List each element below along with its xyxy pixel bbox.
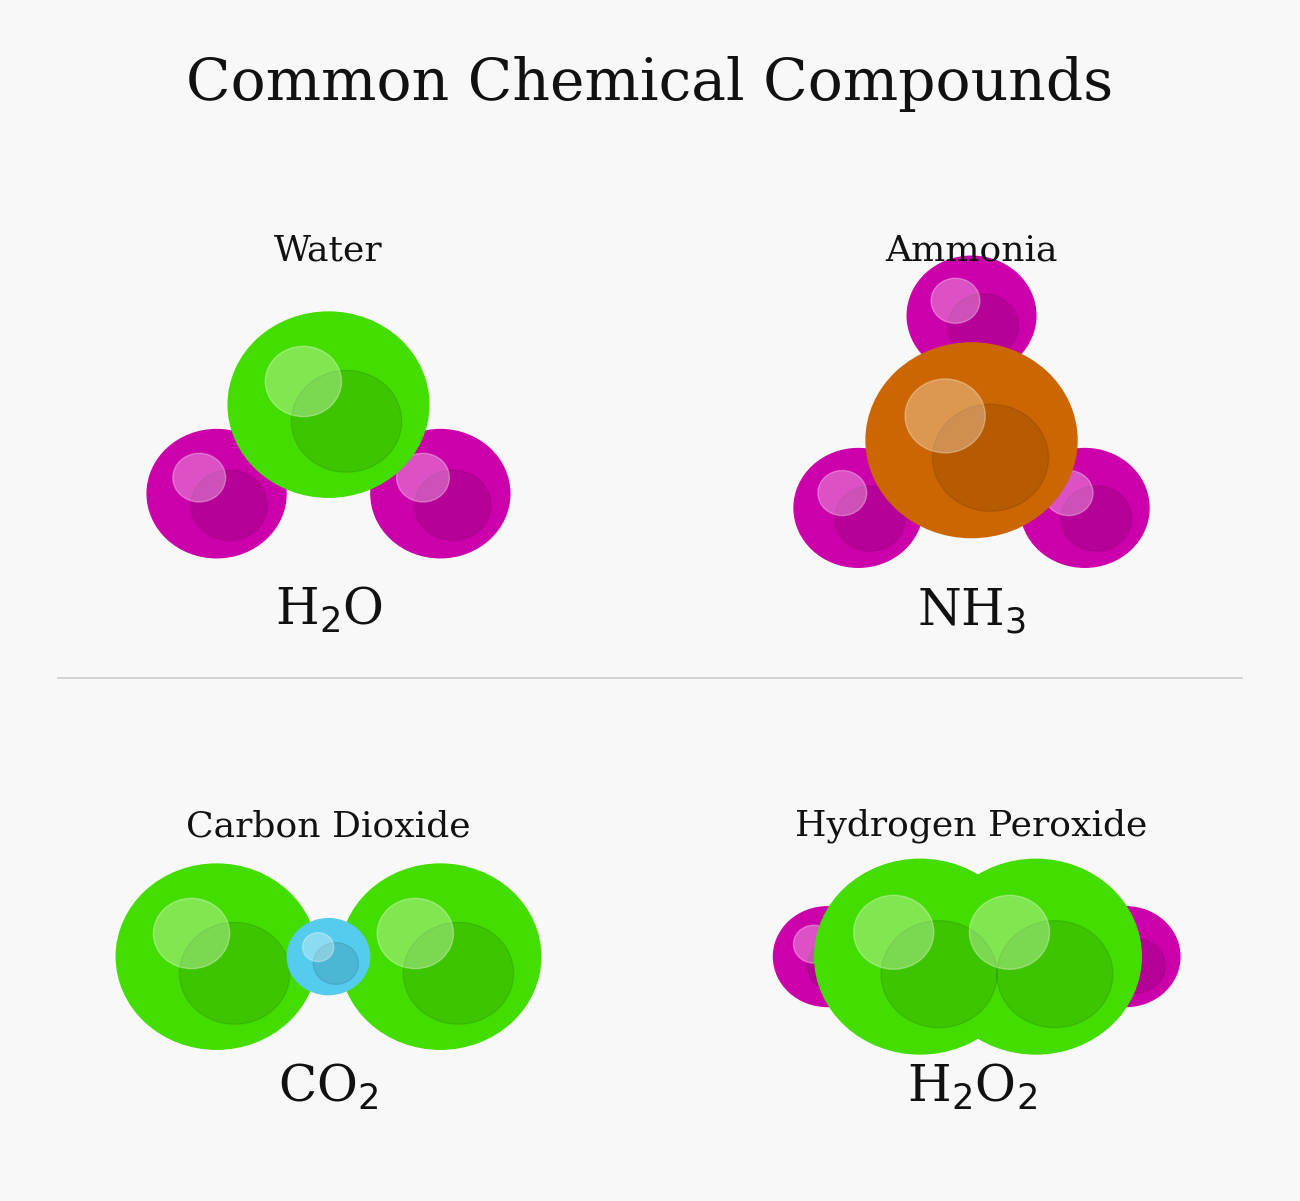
Circle shape (313, 943, 359, 985)
Circle shape (1092, 925, 1132, 963)
Circle shape (1044, 471, 1093, 515)
Circle shape (265, 346, 342, 417)
Circle shape (905, 378, 985, 453)
Circle shape (807, 938, 867, 993)
Circle shape (854, 895, 933, 969)
Circle shape (291, 370, 402, 472)
Circle shape (287, 919, 369, 994)
Circle shape (907, 256, 1036, 375)
Circle shape (774, 907, 881, 1006)
Circle shape (1071, 907, 1180, 1006)
Text: Carbon Dioxide: Carbon Dioxide (186, 809, 471, 843)
Circle shape (881, 921, 997, 1028)
Circle shape (794, 448, 923, 567)
Circle shape (229, 312, 429, 497)
Circle shape (191, 470, 268, 540)
Text: H$_{2}$O$_{2}$: H$_{2}$O$_{2}$ (906, 1063, 1036, 1113)
Text: CO$_{2}$: CO$_{2}$ (278, 1063, 378, 1113)
Circle shape (147, 430, 286, 557)
Circle shape (997, 921, 1113, 1028)
Circle shape (153, 898, 230, 969)
Circle shape (948, 293, 1018, 359)
Circle shape (793, 925, 835, 963)
Circle shape (341, 864, 541, 1050)
Circle shape (377, 898, 454, 969)
Circle shape (1020, 448, 1149, 567)
Circle shape (1106, 938, 1165, 993)
Circle shape (396, 453, 450, 502)
Circle shape (179, 922, 290, 1024)
Text: Ammonia: Ammonia (885, 233, 1058, 268)
Circle shape (403, 922, 514, 1024)
Circle shape (370, 430, 510, 557)
Circle shape (970, 895, 1049, 969)
Circle shape (815, 859, 1026, 1054)
Circle shape (866, 343, 1076, 538)
Text: Common Chemical Compounds: Common Chemical Compounds (186, 56, 1114, 112)
Circle shape (303, 933, 334, 962)
Circle shape (835, 486, 905, 551)
Circle shape (931, 279, 980, 323)
Text: NH$_{3}$: NH$_{3}$ (916, 586, 1026, 637)
Text: Water: Water (274, 233, 382, 268)
Circle shape (818, 471, 867, 515)
Text: Hydrogen Peroxide: Hydrogen Peroxide (796, 808, 1148, 843)
Circle shape (116, 864, 317, 1050)
Circle shape (931, 859, 1141, 1054)
Circle shape (932, 405, 1049, 512)
Circle shape (415, 470, 491, 540)
Text: H$_{2}$O: H$_{2}$O (274, 586, 382, 637)
Circle shape (1061, 486, 1131, 551)
Circle shape (173, 453, 226, 502)
